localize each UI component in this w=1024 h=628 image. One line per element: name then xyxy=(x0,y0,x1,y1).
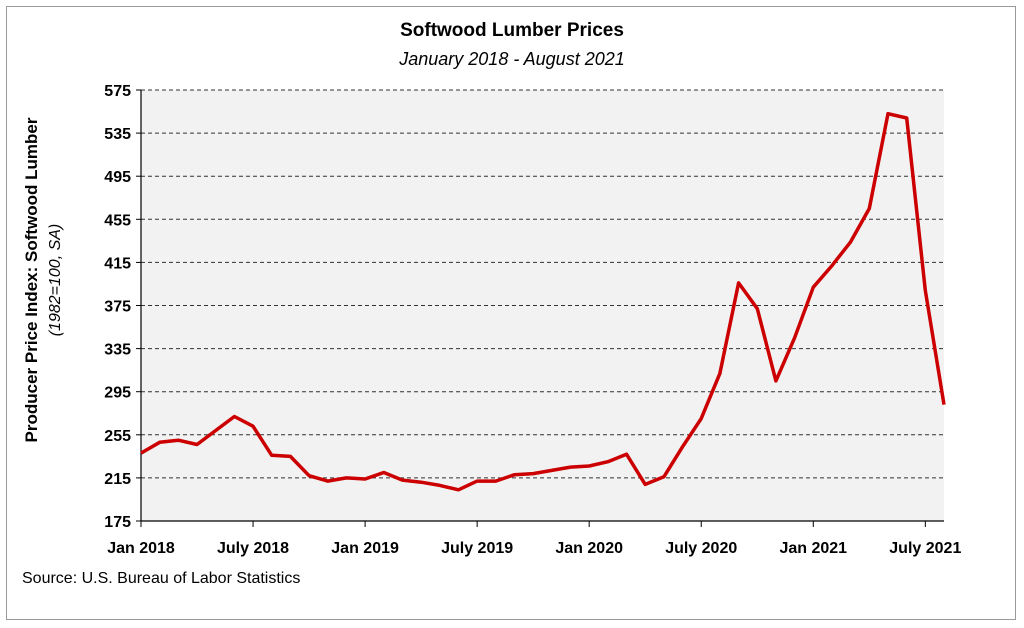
x-tick-label: July 2020 xyxy=(665,540,737,557)
y-tick-label: 215 xyxy=(104,471,131,488)
x-tick-label: Jan 2019 xyxy=(331,540,399,557)
y-tick-label: 255 xyxy=(104,428,131,445)
source-note: Source: U.S. Bureau of Labor Statistics xyxy=(22,570,301,587)
y-tick-label: 335 xyxy=(104,342,131,359)
y-tick-label: 575 xyxy=(104,83,131,100)
gridlines xyxy=(141,89,944,479)
y-tick-label: 375 xyxy=(104,299,131,316)
y-tick-label: 295 xyxy=(104,385,131,402)
x-tick-label: July 2021 xyxy=(889,540,961,557)
y-axis-label: Producer Price Index: Softwood Lumber xyxy=(22,117,41,442)
y-tick-label: 455 xyxy=(104,212,131,229)
x-axis-ticks: Jan 2018 July 2018 Jan 2019 July 2019 Jan 20… xyxy=(107,521,961,557)
chart-title: Softwood Lumber Prices xyxy=(400,20,624,41)
x-tick-label: July 2019 xyxy=(441,540,513,557)
y-tick-label: 175 xyxy=(104,514,131,531)
y-tick-label: 415 xyxy=(104,255,131,272)
y-tick-label: 495 xyxy=(104,169,131,186)
chart-subtitle: January 2018 - August 2021 xyxy=(398,49,625,69)
y-axis-sublabel: (1982=100, SA) xyxy=(47,224,64,337)
y-tick-label: 535 xyxy=(104,126,131,143)
x-tick-label: Jan 2020 xyxy=(555,540,623,557)
x-tick-label: July 2018 xyxy=(217,540,289,557)
x-tick-label: Jan 2018 xyxy=(107,540,175,557)
series-line-softwood-lumber xyxy=(140,111,946,492)
x-tick-label: Jan 2021 xyxy=(779,540,847,557)
y-axis-ticks: 175 215 255 295 335 375 415 455 495 535 575 xyxy=(104,83,141,531)
